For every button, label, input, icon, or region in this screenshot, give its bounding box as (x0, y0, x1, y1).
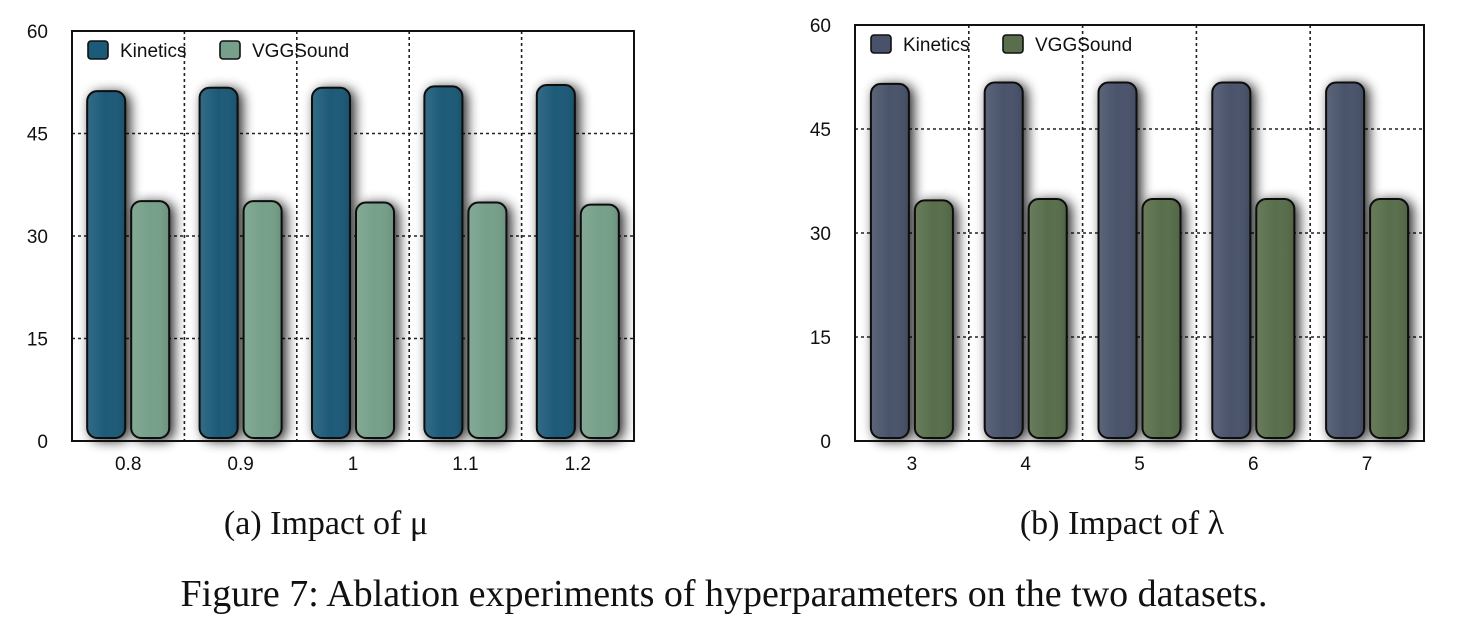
y-tick-label: 15 (810, 328, 831, 349)
x-tick-label: 1 (348, 454, 359, 475)
x-tick-label: 3 (907, 454, 918, 475)
bar-vggsound-0.8 (130, 200, 171, 439)
y-tick-label: 60 (27, 22, 48, 43)
legend-label: VGGSound (252, 41, 349, 62)
x-tick-label: 0.9 (227, 454, 253, 475)
bar-kinetics-1 (311, 86, 351, 439)
axes-frame (854, 24, 1425, 442)
bar-vggsound-0.9 (242, 200, 283, 439)
bar-kinetics-4 (983, 81, 1024, 440)
legend-label: Kinetics (903, 35, 970, 56)
legend-label: Kinetics (120, 41, 187, 62)
axes-frame (71, 30, 635, 442)
figure-caption: Figure 7: Ablation experiments of hyperp… (181, 573, 1268, 615)
bar-vggsound-6 (1255, 198, 1296, 439)
legend-swatch (219, 40, 241, 60)
y-tick-label: 15 (27, 330, 48, 351)
legend-item-vggsound: VGGSound (219, 40, 349, 62)
bar-vggsound-5 (1141, 198, 1182, 439)
bar-vggsound-7 (1369, 198, 1410, 439)
y-tick-label: 30 (810, 224, 831, 245)
y-tick-label: 30 (27, 227, 48, 248)
bar-vggsound-1 (355, 201, 395, 439)
bar-vggsound-1.1 (467, 201, 508, 439)
bar-kinetics-3 (869, 82, 910, 440)
x-tick-label: 1.1 (452, 454, 478, 475)
chart-panel-a: 0 15 30 45 60 0.8 0.9 1 1.1 1.2 Kinetics VGGSound (a… (27, 22, 635, 542)
y-tick-label: 45 (27, 125, 48, 146)
x-tick-label: 0.8 (115, 454, 141, 475)
bar-kinetics-1.2 (535, 83, 576, 439)
legend-item-kinetics: Kinetics (870, 34, 970, 56)
legend-swatch (1002, 34, 1024, 54)
x-tick-label: 7 (1362, 454, 1373, 475)
subfigure-caption: (a) Impact of μ (224, 505, 428, 542)
x-tick-label: 6 (1248, 454, 1259, 475)
legend-label: VGGSound (1035, 35, 1132, 56)
bar-kinetics-1.1 (423, 85, 464, 439)
bar-vggsound-3 (913, 199, 954, 439)
bar-vggsound-4 (1027, 198, 1068, 439)
y-tick-label: 0 (37, 432, 48, 453)
bar-kinetics-5 (1097, 81, 1138, 440)
subfigure-caption: (b) Impact of λ (1020, 505, 1225, 542)
x-tick-label: 5 (1134, 454, 1145, 475)
legend-item-kinetics: Kinetics (87, 40, 187, 62)
bar-kinetics-7 (1325, 81, 1366, 440)
legend-item-vggsound: VGGSound (1002, 34, 1132, 56)
bar-kinetics-0.8 (86, 90, 127, 439)
y-tick-label: 60 (810, 16, 831, 37)
legend-swatch (87, 40, 109, 60)
x-tick-label: 1.2 (565, 454, 591, 475)
bar-kinetics-0.9 (198, 86, 239, 439)
bar-vggsound-1.2 (579, 203, 620, 439)
x-tick-label: 4 (1020, 454, 1031, 475)
bar-kinetics-6 (1211, 81, 1252, 440)
legend-swatch (870, 34, 892, 54)
y-tick-label: 45 (810, 120, 831, 141)
y-tick-label: 0 (820, 432, 831, 453)
